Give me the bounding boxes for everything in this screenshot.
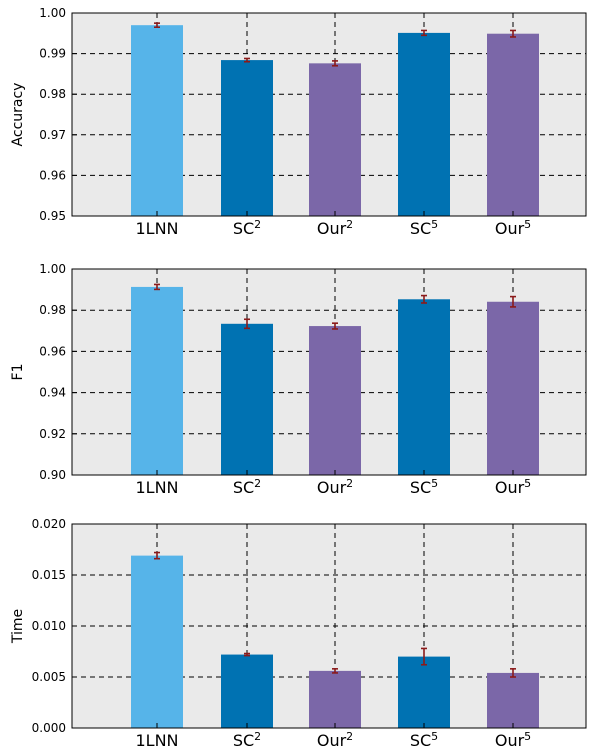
y-tick-label: 0.020 (32, 517, 66, 531)
bar (131, 555, 183, 728)
x-tick-label: Our2 (317, 218, 353, 238)
x-tick-label: SC2 (233, 730, 261, 750)
y-axis-label: Accuracy (10, 83, 26, 147)
chart-panel-2: 0.90 0.92 0.94 0.96 0.98 1.00 1LNN SC2 Our2 SC5 Ou… (10, 262, 587, 497)
x-tick-label: Our5 (495, 218, 531, 238)
chart-panel-1: 0.95 0.96 0.97 0.98 0.99 1.00 1LNN SC2 Our2 SC5 Ou… (10, 6, 587, 238)
y-tick-label: 0.98 (39, 87, 66, 101)
y-tick-label: 0.97 (39, 128, 66, 142)
y-tick-label: 0.015 (32, 568, 66, 582)
y-tick-label: 1.00 (39, 262, 66, 276)
y-tick-label: 0.005 (32, 670, 66, 684)
y-tick-label: 0.94 (39, 386, 66, 400)
y-tick-label: 0.90 (39, 468, 66, 482)
bar (221, 60, 273, 216)
x-tick-label: 1LNN (135, 478, 178, 497)
bar (309, 326, 361, 475)
y-tick-label: 0.96 (39, 344, 66, 358)
bar (398, 656, 450, 728)
x-tick-label: Our2 (317, 477, 353, 497)
bar (309, 670, 361, 728)
x-tick-label: SC2 (233, 477, 261, 497)
bar (487, 33, 539, 217)
x-tick-label: SC2 (233, 218, 261, 238)
bar (398, 32, 450, 217)
y-tick-label: 0.92 (39, 427, 66, 441)
chart-panel-3: 0.000 0.005 0.010 0.015 0.020 1LNN SC2 Our2 SC5 O… (10, 517, 587, 750)
y-tick-label: 0.98 (39, 303, 66, 317)
y-tick-label: 0.99 (39, 47, 66, 61)
x-tick-label: 1LNN (135, 219, 178, 238)
x-tick-label: Our5 (495, 730, 531, 750)
x-tick-label: Our5 (495, 477, 531, 497)
plot-frame (71, 268, 587, 476)
bar (221, 323, 273, 475)
x-tick-label: 1LNN (135, 731, 178, 750)
plot-frame (71, 12, 587, 217)
x-tick-label: SC5 (410, 730, 438, 750)
x-tick-label: SC5 (410, 477, 438, 497)
bar (487, 301, 539, 475)
y-tick-label: 0.010 (32, 619, 66, 633)
bar (487, 672, 539, 728)
y-tick-label: 0.96 (39, 168, 66, 182)
x-tick-label: SC5 (410, 218, 438, 238)
bar (131, 286, 183, 475)
x-tick-label: Our2 (317, 730, 353, 750)
y-tick-label: 0.95 (39, 209, 66, 223)
bar (309, 63, 361, 217)
bar (131, 25, 183, 217)
y-axis-label: F1 (10, 364, 26, 381)
y-tick-label: 1.00 (39, 6, 66, 20)
y-axis-label: Time (10, 609, 26, 644)
plot-frame (71, 523, 587, 729)
bar (221, 654, 273, 728)
bar (398, 299, 450, 475)
y-tick-label: 0.000 (32, 721, 66, 735)
